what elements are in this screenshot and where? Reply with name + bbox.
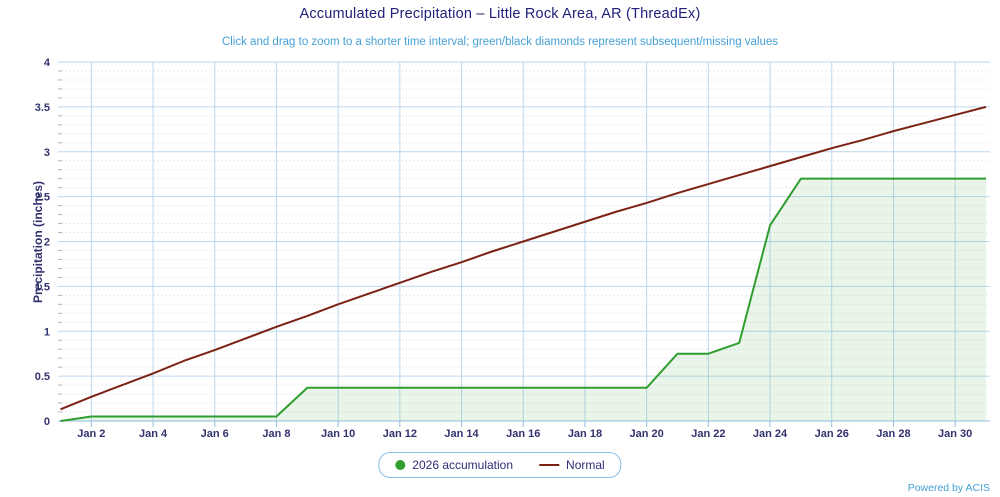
axis-tick-label: 2.5 — [35, 192, 50, 204]
dark-red-line-marker-icon — [539, 464, 560, 466]
axis-tick-label: Jan 14 — [444, 428, 479, 440]
axis-tick-label: Jan 6 — [201, 428, 229, 440]
axis-tick-label: 0.5 — [35, 371, 50, 383]
normal-series-line — [60, 105, 987, 411]
axis-tick-label: Jan 18 — [568, 428, 602, 440]
chart-subtitle: Click and drag to zoom to a shorter time… — [221, 36, 779, 48]
axis-tick-label: Jan 8 — [262, 428, 290, 440]
axis-tick-label: Jan 30 — [938, 428, 972, 440]
axis-tick-label: Jan 22 — [691, 428, 725, 440]
axis-tick-label: 2 — [44, 237, 50, 249]
axis-tick-label: 1.5 — [35, 281, 50, 293]
accumulation-series-line — [60, 177, 986, 422]
axis-tick-label: Jan 16 — [506, 428, 540, 440]
legend-label: 2026 accumulation — [412, 458, 514, 472]
axis-tick-label: Jan 20 — [630, 428, 664, 440]
legend-item-2026-accumulation[interactable]: 2026 accumulation — [395, 458, 513, 472]
accumulation-area-fill — [60, 178, 986, 421]
axis-tick-label: Jan 2 — [77, 428, 105, 440]
axis-tick-label: 4 — [44, 57, 51, 69]
axis-tick-label: Jan 28 — [876, 428, 910, 440]
powered-by-acis-link[interactable]: Powered by ACIS — [907, 482, 990, 494]
axis-tick-label: 3.5 — [35, 102, 50, 114]
axis-tick-label: Jan 26 — [815, 428, 849, 440]
axis-tick-label: Jan 10 — [321, 428, 355, 440]
green-circle-marker-icon — [395, 460, 406, 470]
chart-legend: 2026 accumulation Normal — [378, 452, 622, 478]
axis-tick-label: Jan 12 — [383, 428, 417, 440]
chart-title: Accumulated Precipitation – Little Rock … — [299, 6, 701, 22]
axis-tick-label: 0 — [44, 416, 50, 428]
axis-tick-label: 1 — [44, 326, 50, 338]
axis-tick-label: 3 — [44, 147, 50, 159]
axis-tick-label: Jan 4 — [139, 428, 168, 440]
legend-item-normal[interactable]: Normal — [539, 458, 605, 472]
axis-tick-label: Jan 24 — [753, 428, 788, 440]
legend-label: Normal — [566, 458, 605, 472]
